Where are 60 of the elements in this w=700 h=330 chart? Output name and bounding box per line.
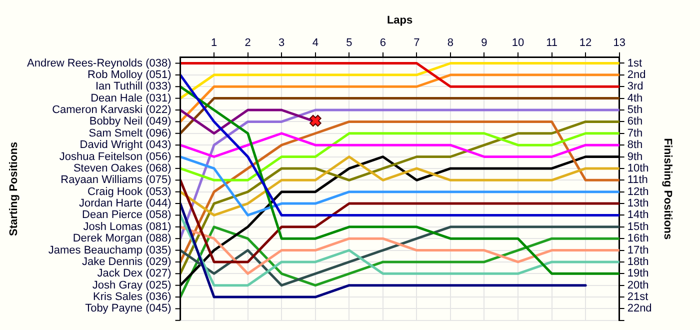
text: Cameron Karvaski (022) [52, 104, 172, 116]
x-tick-label: 5 [346, 36, 352, 49]
y-tick-label: 10th [627, 162, 649, 174]
text: Rayaan Williams (075) [60, 174, 172, 186]
text: Dean Hale (031) [90, 92, 172, 104]
y-tick-label: 17th [627, 244, 649, 256]
text: Starting Positions [8, 142, 20, 236]
text: Steven Oakes (068) [73, 162, 172, 174]
x-tick-label: 8 [447, 36, 454, 49]
y-tick-label: 1st [627, 57, 642, 70]
text: Dean Pierce (058) [82, 209, 172, 222]
x-tick-label: 7 [414, 36, 420, 49]
y-axis-title: Finishing Positions [661, 138, 674, 240]
y-tick-label: 11th [627, 174, 648, 186]
text: James Beauchamp (035) [48, 244, 172, 256]
y-tick-label: 8th [627, 139, 643, 152]
text: Joshua Feitelson (056) [59, 150, 172, 163]
y-tick-label: 21st [627, 291, 648, 304]
text: Jack Dex (027) [97, 268, 172, 280]
x-tick-label: 6 [380, 36, 386, 49]
y-tick-label: 22nd [627, 302, 652, 315]
y-tick-label: 5th [627, 104, 643, 116]
text: Jake Dennis (029) [82, 256, 172, 268]
text: Josh Gray (025) [92, 279, 172, 292]
x-tick-label: 4 [312, 36, 318, 49]
text: Josh Lomas (081) [83, 220, 172, 233]
y-tick-label: 3rd [627, 80, 644, 93]
y-tick-label: 2nd [627, 68, 646, 81]
text: Ian Tuthill (033) [95, 80, 172, 93]
y-tick-label: 16th [627, 232, 649, 245]
y-tick-label: 15th [627, 220, 649, 233]
x-tick-label: 13 [613, 36, 626, 49]
x-tick-label: 3 [278, 36, 285, 49]
y-tick-label: 20th [627, 279, 649, 292]
text: Craig Hook (053) [88, 186, 172, 198]
y-tick-label: 6th [627, 116, 643, 128]
text: Derek Morgan (088) [72, 232, 172, 245]
x-tick-label: 11 [546, 36, 558, 49]
x-tick-label: 1 [211, 36, 218, 49]
y-tick-label: 9th [627, 150, 643, 163]
y-tick-label: 14th [627, 209, 649, 222]
text: Rob Molloy (051) [88, 68, 172, 81]
x-tick-label: 9 [481, 36, 488, 49]
text: Jordan Harte (044) [78, 198, 172, 210]
y-tick-label: 4th [627, 92, 643, 104]
text: Andrew Rees-Reynolds (038) [26, 57, 172, 70]
x-axis-title: Laps [386, 14, 413, 27]
y-tick-label: 19th [627, 268, 649, 280]
y-tick-label: 13th [627, 198, 649, 210]
y-tick-label: 18th [627, 256, 649, 268]
text: Toby Payne (045) [85, 302, 172, 315]
text: Bobby Neil (049) [89, 116, 172, 128]
text: Sam Smelt (096) [88, 127, 172, 140]
x-tick-label: 12 [579, 36, 592, 49]
x-tick-label: 2 [244, 36, 251, 49]
text: David Wright (043) [80, 139, 172, 152]
y-tick-label: 12th [627, 186, 649, 198]
text: Kris Sales (036) [93, 291, 172, 304]
x-tick-label: 10 [512, 36, 524, 49]
y-tick-label: 7th [627, 127, 643, 140]
